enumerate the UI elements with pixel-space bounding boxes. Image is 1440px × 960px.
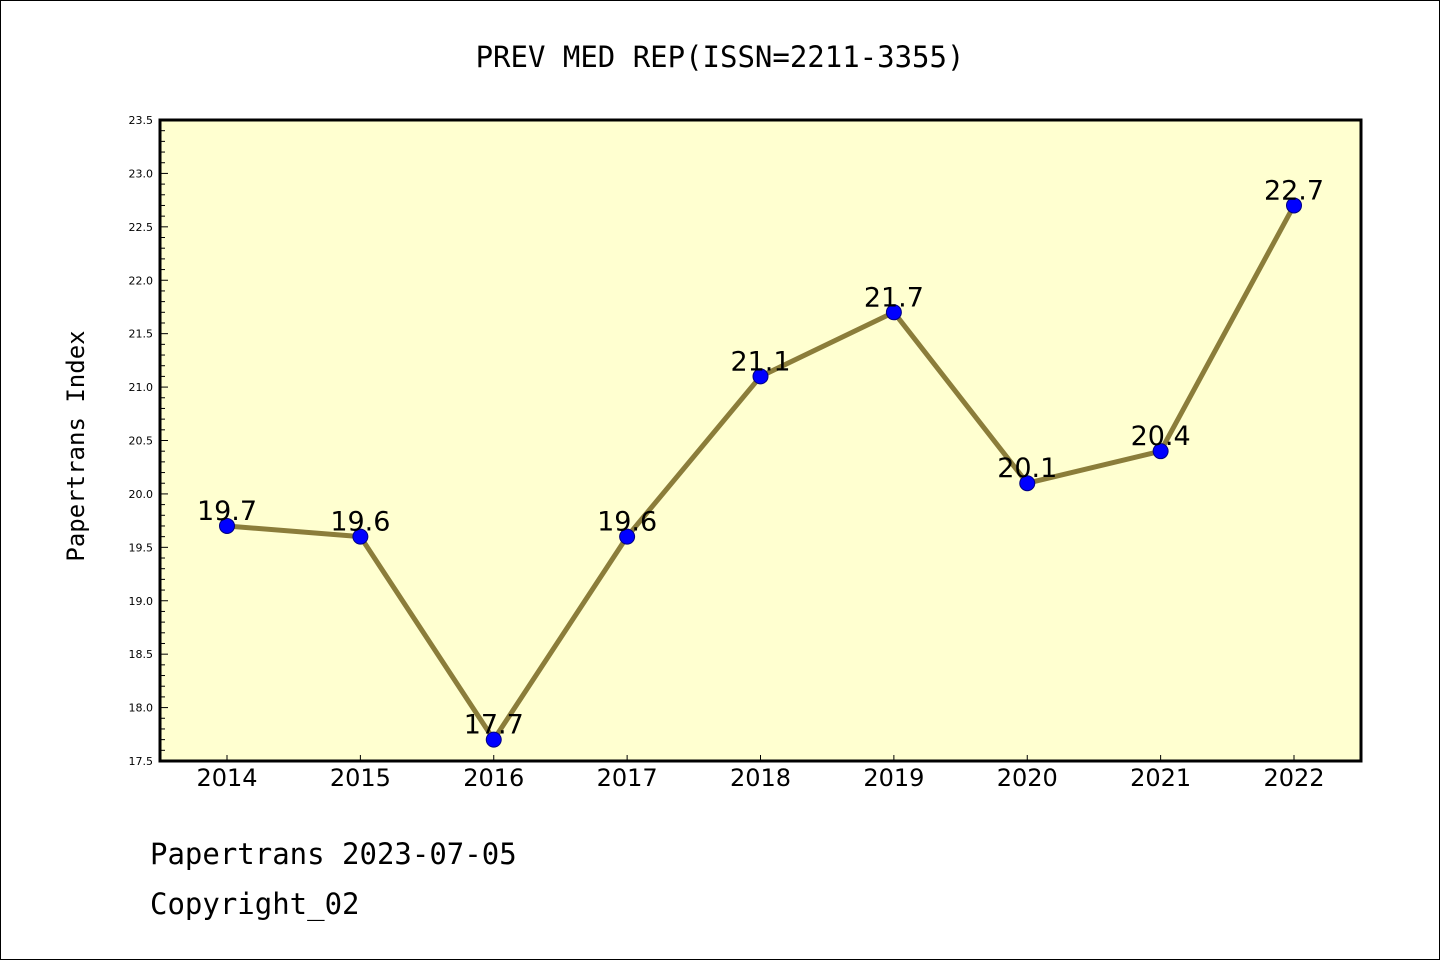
y-tick-label: 20.5 — [129, 435, 154, 448]
data-point — [485, 731, 502, 748]
data-label: 20.1 — [997, 453, 1057, 484]
x-tick-label: 2019 — [863, 764, 924, 792]
y-tick-label: 23.5 — [129, 114, 154, 127]
x-tick-label: 2017 — [597, 764, 658, 792]
data-label: 21.7 — [864, 282, 924, 313]
y-tick-label: 20.0 — [129, 488, 154, 501]
data-labels: 19.7 19.6 17.7 19.6 21.1 21.7 20.1 20.4 22.7 — [197, 175, 1324, 740]
data-label: 19.7 — [197, 496, 257, 527]
data-label: 22.7 — [1264, 175, 1324, 206]
x-tick-label: 2022 — [1263, 764, 1324, 792]
y-tick-label: 19.0 — [129, 595, 154, 608]
data-label: 21.1 — [730, 346, 790, 377]
y-tick-label: 21.5 — [129, 328, 154, 341]
data-label: 17.7 — [464, 710, 524, 741]
plot-area — [158, 118, 1363, 763]
footer-date: Papertrans 2023-07-05 — [150, 837, 517, 871]
data-point — [752, 368, 769, 385]
chart-title: PREV MED REP(ISSN=2211-3355) — [476, 40, 965, 74]
data-label: 19.6 — [330, 507, 390, 538]
series-group — [219, 197, 1302, 748]
data-point — [1019, 475, 1036, 492]
x-axis: 2014 2015 2016 2017 2018 2019 2020 2021 2022 — [196, 755, 1325, 792]
y-tick-label: 18.5 — [129, 648, 154, 661]
y-tick-label: 18.0 — [129, 702, 154, 715]
footer-copyright: Copyright_02 — [150, 887, 360, 922]
data-label: 19.6 — [597, 507, 657, 538]
data-point — [1152, 443, 1169, 460]
y-tick-label: 23.0 — [129, 167, 154, 180]
x-tick-label: 2021 — [1130, 764, 1191, 792]
x-tick-label: 2015 — [330, 764, 391, 792]
data-point — [352, 528, 369, 545]
data-point — [619, 528, 636, 545]
x-tick-label: 2018 — [730, 764, 791, 792]
y-tick-label: 19.5 — [129, 541, 154, 554]
y-tick-label: 21.0 — [129, 381, 154, 394]
x-tick-label: 2016 — [463, 764, 524, 792]
y-axis-label: Papertrans Index — [62, 330, 90, 561]
x-tick-label: 2020 — [997, 764, 1058, 792]
data-label: 20.4 — [1131, 421, 1191, 452]
y-tick-label: 22.5 — [129, 221, 154, 234]
x-tick-label: 2014 — [196, 764, 257, 792]
data-point — [885, 304, 902, 321]
y-tick-label: 22.0 — [129, 274, 154, 287]
data-point — [1286, 197, 1302, 214]
data-point — [219, 517, 235, 534]
y-tick-label: 17.5 — [129, 755, 154, 768]
y-axis: 17.5 18.0 18.5 19.0 19.5 20.0 20.5 21.0 21.5 22.0… — [129, 114, 168, 768]
